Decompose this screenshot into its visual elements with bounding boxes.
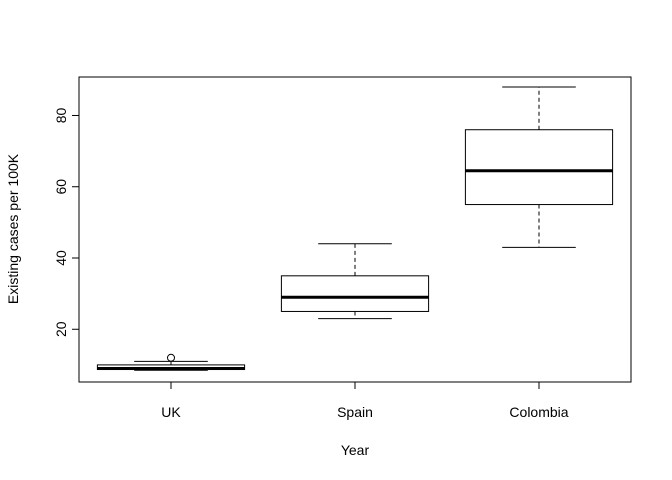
iqr-box	[280, 275, 430, 312]
x-tick-label: UK	[161, 404, 181, 420]
y-tick-label: 40	[53, 250, 69, 266]
box-uk	[96, 353, 246, 371]
x-axis: UK Spain Colombia	[161, 381, 569, 420]
box-spain	[280, 243, 430, 320]
x-tick-label: Spain	[337, 404, 373, 420]
box-colombia	[464, 86, 614, 248]
y-tick-label: 20	[53, 321, 69, 337]
y-tick-label: 60	[53, 179, 69, 195]
x-tick-label: Colombia	[509, 404, 568, 420]
iqr-box	[464, 129, 614, 206]
y-axis: 20 40 60 80	[53, 107, 80, 337]
y-tick-label: 80	[53, 107, 69, 123]
y-axis-title: Existing cases per 100K	[5, 153, 21, 304]
plot-frame	[78, 76, 632, 383]
outlier-point	[167, 353, 175, 362]
boxes-group	[96, 86, 614, 371]
x-axis-title: Year	[341, 442, 370, 458]
